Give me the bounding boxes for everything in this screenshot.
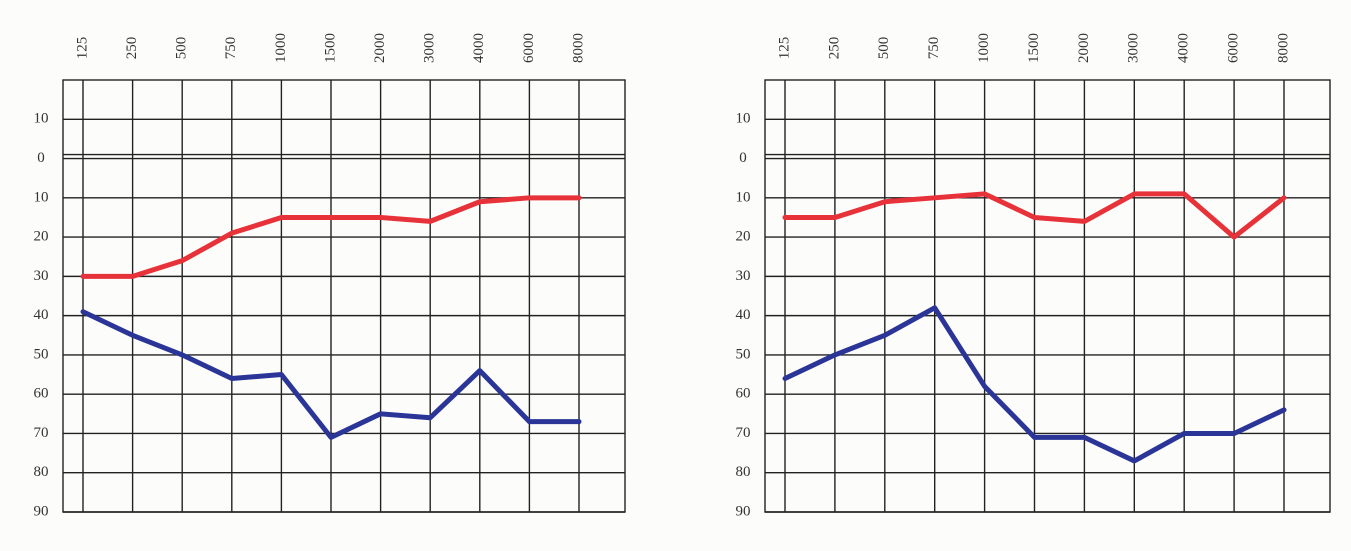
x-tick-label: 6000 xyxy=(521,33,537,63)
y-tick-label: 0 xyxy=(37,150,45,166)
plot-frame xyxy=(764,79,1331,513)
y-tick-label: 40 xyxy=(736,307,751,323)
y-tick-label: 80 xyxy=(34,464,49,480)
threshold-line xyxy=(80,195,582,279)
x-tick-label: 500 xyxy=(174,37,190,60)
y-tick-label: 50 xyxy=(736,346,751,362)
y-tick-label: 10 xyxy=(736,111,751,127)
y-tick-label: 60 xyxy=(736,386,751,402)
y-tick-label: 70 xyxy=(736,425,751,441)
y-tick-label: 0 xyxy=(739,150,747,166)
y-tick-label: 10 xyxy=(34,111,49,127)
y-tick-label: 70 xyxy=(34,425,49,441)
y-tick-label: 80 xyxy=(736,464,751,480)
y-tick-label: 30 xyxy=(736,268,751,284)
y-tick-label: 20 xyxy=(736,229,751,245)
x-tick-label: 250 xyxy=(826,37,842,60)
x-tick-label: 125 xyxy=(74,37,90,60)
x-tick-label: 4000 xyxy=(471,33,487,63)
x-tick-label: 3000 xyxy=(422,33,438,63)
x-tick-label: 250 xyxy=(124,37,140,60)
plot-frame xyxy=(62,79,626,513)
threshold-line xyxy=(80,309,582,440)
x-tick-label: 750 xyxy=(926,37,942,60)
y-tick-label: 30 xyxy=(34,268,49,284)
x-tick-label: 6000 xyxy=(1226,33,1242,63)
x-tick-label: 500 xyxy=(876,37,892,60)
x-tick-label: 4000 xyxy=(1176,33,1192,63)
x-tick-label: 1500 xyxy=(1026,33,1042,63)
y-tick-label: 10 xyxy=(34,189,49,205)
threshold-line xyxy=(782,191,1287,240)
x-tick-label: 1000 xyxy=(976,33,992,63)
x-tick-label: 3000 xyxy=(1126,33,1142,63)
x-tick-label: 1500 xyxy=(322,33,338,63)
x-tick-label: 8000 xyxy=(570,33,586,63)
y-tick-label: 40 xyxy=(34,307,49,323)
x-tick-label: 125 xyxy=(776,37,792,60)
x-tick-label: 2000 xyxy=(1076,33,1092,63)
y-tick-label: 90 xyxy=(736,503,751,519)
x-tick-label: 1000 xyxy=(273,33,289,63)
y-tick-label: 50 xyxy=(34,346,49,362)
threshold-line xyxy=(782,305,1287,464)
x-tick-label: 8000 xyxy=(1275,33,1291,63)
y-tick-label: 10 xyxy=(736,189,751,205)
x-tick-label: 750 xyxy=(223,37,239,60)
y-tick-label: 90 xyxy=(34,503,49,519)
y-tick-label: 20 xyxy=(34,229,49,245)
x-tick-label: 2000 xyxy=(372,33,388,63)
y-tick-label: 60 xyxy=(34,386,49,402)
